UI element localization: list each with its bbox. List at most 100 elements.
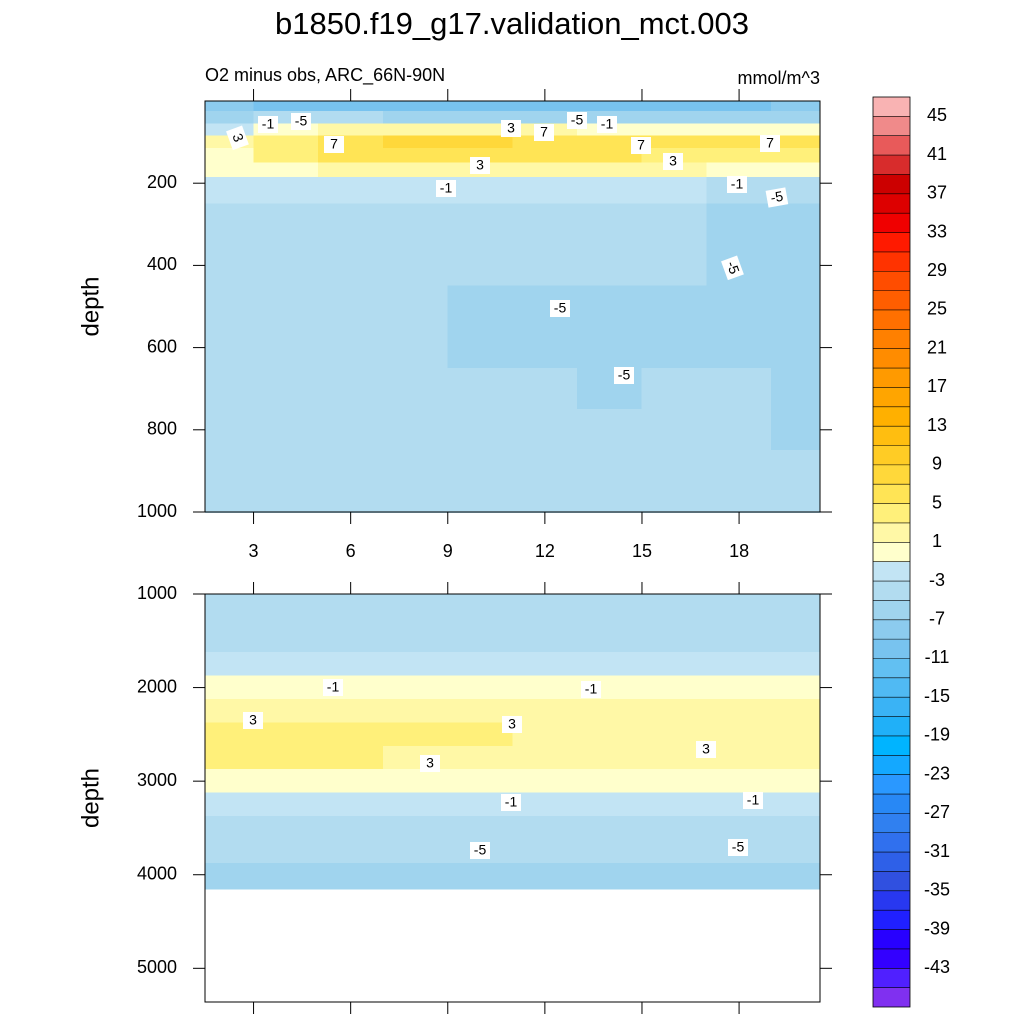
contour-cell xyxy=(576,285,643,328)
contour-cell xyxy=(771,675,821,701)
contour-cell xyxy=(253,862,319,881)
colorbar-box xyxy=(873,464,910,485)
contour-cell xyxy=(253,176,319,205)
colorbar-box xyxy=(873,406,910,427)
contour-cell xyxy=(253,628,319,654)
colorbar-box xyxy=(873,135,910,156)
contour-cell xyxy=(706,326,772,369)
contour-cell xyxy=(204,148,254,164)
contour-label-bg xyxy=(436,180,456,197)
contour-cell xyxy=(641,367,707,410)
contour-cell xyxy=(706,815,772,841)
contour-label-bg xyxy=(696,741,716,758)
colorbar-label: 1 xyxy=(932,531,942,551)
colorbar-frame xyxy=(872,96,911,1008)
colorbar-label: -7 xyxy=(929,609,945,629)
contour-cell xyxy=(771,879,821,890)
contour-cell xyxy=(512,769,578,794)
contour-cell xyxy=(253,745,319,771)
contour-cell xyxy=(253,792,319,817)
chart-title: b1850.f19_g17.validation_mct.003 xyxy=(275,6,749,41)
contour-cell xyxy=(253,593,319,607)
contour-label: -1 xyxy=(747,792,760,808)
subtitle-left: O2 minus obs, ARC_66N-90N xyxy=(205,65,445,86)
contour-cell xyxy=(204,862,254,881)
contour-label: -1 xyxy=(601,116,614,132)
colorbar-box xyxy=(873,445,910,465)
contour-cell xyxy=(771,285,821,328)
contour-cell xyxy=(253,879,319,890)
contour-cell xyxy=(318,326,384,369)
contour-label-group: 7 xyxy=(324,136,344,153)
contour-cell xyxy=(706,722,772,747)
contour-cell xyxy=(641,699,707,724)
contour-cell xyxy=(382,769,449,794)
contour-cell xyxy=(641,593,707,607)
contour-label-bg xyxy=(765,187,789,208)
y-tick-label: 800 xyxy=(147,419,177,439)
contour-cell xyxy=(706,593,772,607)
colorbar-box xyxy=(873,542,910,562)
contour-cell xyxy=(204,652,254,677)
contour-cell xyxy=(576,862,643,881)
contour-cell xyxy=(512,675,578,701)
y-axis-label: depth xyxy=(77,276,104,336)
contour-cell xyxy=(318,769,384,794)
contour-cell xyxy=(447,450,513,493)
y-tick-label: 1000 xyxy=(137,583,177,603)
contour-cell xyxy=(204,111,254,125)
contour-cell xyxy=(512,100,578,113)
contour-cell xyxy=(318,745,384,771)
colorbar-box xyxy=(873,677,910,698)
contour-cell xyxy=(382,367,449,410)
contour-cell xyxy=(382,839,449,864)
contour-cell xyxy=(318,111,384,125)
contour-cell xyxy=(706,628,772,654)
contour-cell xyxy=(771,593,821,607)
contour-cell xyxy=(382,409,449,452)
contour-cell xyxy=(576,699,643,724)
contour-cell xyxy=(204,409,254,452)
contour-label-group: 7 xyxy=(631,137,651,154)
colorbar-box xyxy=(873,251,910,272)
contour-label: -5 xyxy=(618,367,631,383)
contour-cell xyxy=(641,244,707,287)
x-tick-label: 15 xyxy=(632,541,652,561)
contour-cell xyxy=(253,148,319,164)
contour-label-group: -1 xyxy=(436,180,456,197)
contour-cell xyxy=(447,815,513,841)
contour-cell xyxy=(204,203,254,246)
contour-cell xyxy=(382,879,449,890)
colorbar-box xyxy=(873,813,910,833)
contour-label-bg xyxy=(291,113,311,130)
colorbar-box xyxy=(873,116,910,136)
colorbar-label: -3 xyxy=(929,570,945,590)
contour-cell xyxy=(318,450,384,493)
x-tick-label: 18 xyxy=(729,541,749,561)
contour-cell xyxy=(447,326,513,369)
contour-label: 7 xyxy=(766,135,774,151)
contour-label-bg xyxy=(567,112,587,129)
colorbar-label: -23 xyxy=(924,763,950,783)
contour-cell xyxy=(318,203,384,246)
contour-cell xyxy=(641,839,707,864)
contour-cell xyxy=(706,879,772,890)
contour-cell xyxy=(512,839,578,864)
x-tick-label: 3 xyxy=(249,541,259,561)
contour-field xyxy=(204,100,821,513)
contour-label-bg xyxy=(323,679,343,696)
contour-cell xyxy=(204,792,254,817)
contour-cell xyxy=(641,879,707,890)
contour-cell xyxy=(706,100,772,113)
colorbar-label: -19 xyxy=(924,725,950,745)
contour-cell xyxy=(204,162,254,178)
y-tick-label: 4000 xyxy=(137,863,177,883)
contour-cell xyxy=(253,605,319,630)
contour-cell xyxy=(318,409,384,452)
contour-cell xyxy=(771,203,821,246)
contour-cell xyxy=(204,244,254,287)
contour-label: 3 xyxy=(249,712,257,728)
colorbar-label: 29 xyxy=(927,260,947,280)
contour-cell xyxy=(447,285,513,328)
colorbar-label: 37 xyxy=(927,183,947,203)
